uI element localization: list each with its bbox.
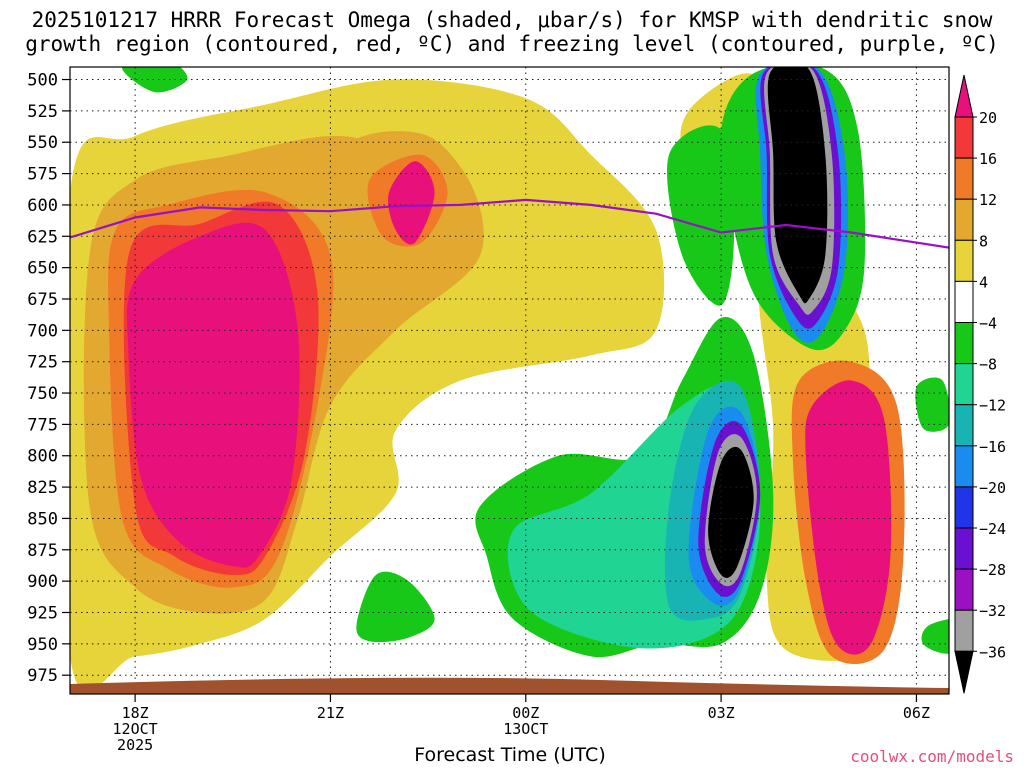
y-tick-label-925: 925 (27, 603, 58, 623)
omega-region-neg4-31 (122, 67, 188, 93)
omega-shading (70, 67, 1024, 692)
omega-region-neg4-27 (356, 571, 435, 643)
y-tick-label-525: 525 (27, 102, 58, 122)
colorbar-seg-0 (954, 116, 974, 159)
colorbar-seg-1 (954, 157, 974, 200)
colorbar-bottom-arrow (954, 650, 974, 694)
y-tick-label-950: 950 (27, 635, 58, 655)
y-tick-label-825: 825 (27, 478, 58, 498)
y-tick-label-500: 500 (27, 71, 58, 91)
colorbar-seg-2 (954, 198, 974, 241)
omega-region-20-10 (126, 222, 300, 568)
colorbar-seg-9 (954, 486, 974, 529)
y-tick-label-750: 750 (27, 384, 58, 404)
x-axis-label: Forecast Time (UTC) (414, 744, 606, 766)
colorbar-label-9: −20 (979, 479, 1006, 497)
freezing-level-line (70, 198, 949, 249)
y-tick-label-550: 550 (27, 133, 58, 153)
colorbar-label-4: 4 (979, 273, 988, 291)
y-tick-label-800: 800 (27, 447, 58, 467)
omega-region-neg4-29 (1020, 302, 1024, 366)
omega-region-20-11 (388, 161, 435, 245)
title-line-1: 2025101217 HRRR Forecast Omega (shaded, … (31, 8, 993, 32)
y-tick-label-875: 875 (27, 541, 58, 561)
colorbar-label-13: −36 (979, 643, 1006, 661)
colorbar-label-7: −12 (979, 397, 1006, 415)
x-tick-label-0-0: 18Z (122, 704, 149, 722)
x-tick-label-12-0: 06Z (903, 704, 930, 722)
y-tick-label-975: 975 (27, 666, 58, 686)
source-credit: coolwx.com/models (850, 747, 1014, 766)
y-tick-label-775: 775 (27, 415, 58, 435)
colorbar-seg-4 (954, 280, 974, 323)
dgz-contour-line (943, 67, 949, 68)
terrain-ground (70, 677, 949, 694)
x-tick-label-6-0: 00Z (512, 704, 539, 722)
colorbar-seg-7 (954, 404, 974, 447)
colorbar-seg-5 (954, 322, 974, 365)
omega-region-neg4-15 (667, 125, 735, 306)
colorbar-label-11: −28 (979, 561, 1006, 579)
colorbar: 20 16 12 8 4 −4 −8 −12 −16 −20 −24 −28 −32 −36 (954, 74, 1006, 694)
x-axis: 18Z12OCT202521Z00Z13OCT03Z06Z09Z (113, 694, 930, 754)
y-tick-label-900: 900 (27, 572, 58, 592)
colorbar-label-0: 20 (979, 109, 997, 127)
y-tick-label-600: 600 (27, 196, 58, 216)
omega-region-20-13 (805, 380, 892, 655)
contour-lines: 0 (70, 67, 949, 249)
omega-region-neg4-30 (915, 377, 949, 432)
y-tick-label-625: 625 (27, 227, 58, 247)
colorbar-seg-8 (954, 445, 974, 488)
y-tick-label-675: 675 (27, 290, 58, 310)
colorbar-seg-6 (954, 363, 974, 406)
x-tick-label-0-1: 12OCT (113, 720, 158, 738)
grid-lines (70, 67, 949, 694)
omega-region-neg36-26 (767, 67, 828, 304)
y-tick-label-700: 700 (27, 321, 58, 341)
colorbar-seg-11 (954, 568, 974, 611)
y-tick-label-575: 575 (27, 165, 58, 185)
x-tick-label-9-0: 03Z (708, 704, 735, 722)
colorbar-label-12: −32 (979, 602, 1006, 620)
plot-frame (69, 66, 950, 695)
x-tick-label-3-0: 21Z (317, 704, 344, 722)
omega-region-neg4-28 (921, 619, 949, 654)
colorbar-label-6: −8 (979, 356, 997, 374)
colorbar-label-10: −24 (979, 520, 1006, 538)
colorbar-seg-10 (954, 527, 974, 570)
x-tick-label-6-1: 13OCT (503, 720, 548, 738)
colorbar-label-2: 12 (979, 191, 997, 209)
omega-region-neg36-22 (708, 446, 754, 578)
y-tick-label-725: 725 (27, 353, 58, 373)
y-tick-label-850: 850 (27, 509, 58, 529)
colorbar-label-8: −16 (979, 438, 1006, 456)
x-tick-label-0-2: 2025 (117, 736, 153, 754)
colorbar-seg-12 (954, 609, 974, 652)
colorbar-top-arrow (954, 74, 974, 118)
colorbar-label-1: 16 (979, 150, 997, 168)
y-axis: 500 525 550 575 600 625 650 675 700 725 750 775 800 8… (27, 71, 70, 686)
y-tick-label-650: 650 (27, 259, 58, 279)
chart-title: 2025101217 HRRR Forecast Omega (shaded, … (0, 8, 1024, 56)
colorbar-label-5: −4 (979, 315, 997, 333)
colorbar-seg-3 (954, 239, 974, 282)
colorbar-label-3: 8 (979, 232, 988, 250)
title-line-2: growth region (contoured, red, ºC) and f… (25, 32, 999, 56)
